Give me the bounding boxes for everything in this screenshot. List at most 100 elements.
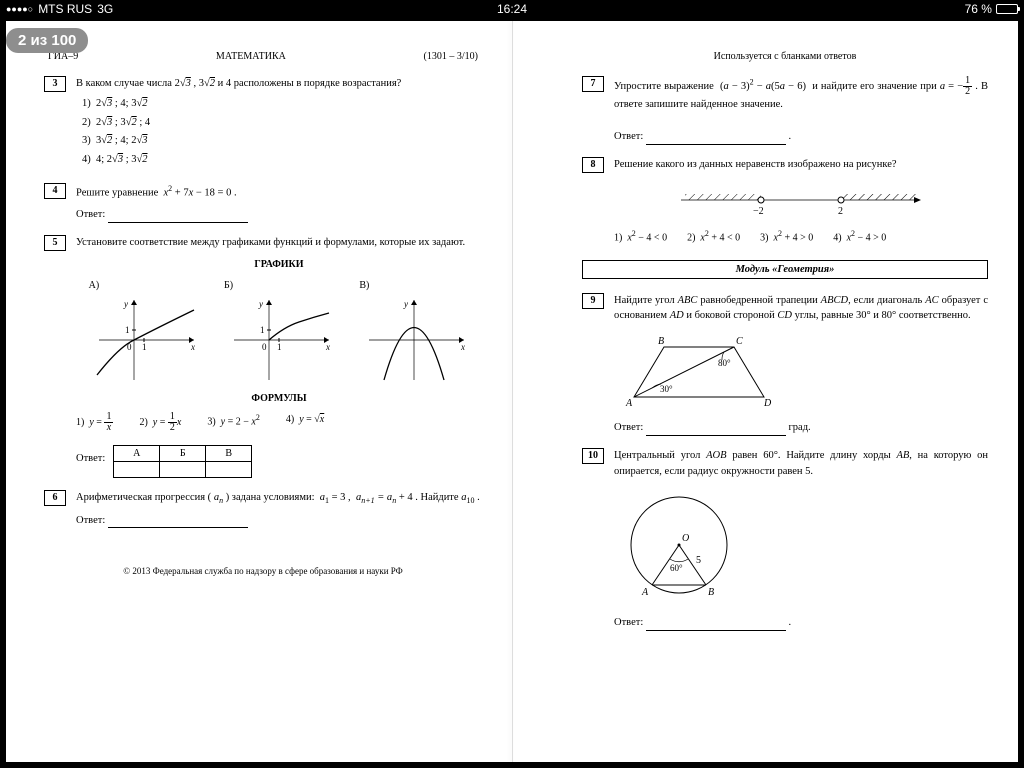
status-left: ●●●●○ MTS RUS 3G <box>6 2 343 16</box>
svg-text:1: 1 <box>260 325 265 335</box>
task-10: 10 Центральный угол AOB равен 60°. Найди… <box>582 448 988 631</box>
left-page: ГИА–9 МАТЕМАТИКА (1301 – 3/10) 3 В каком… <box>6 21 512 762</box>
task-text: Найдите угол ABC равнобедренной трапеции… <box>614 293 988 325</box>
answer-label: Ответ: <box>614 422 643 433</box>
q3-opt1: 1) 2√3 ; 4; 3√2 <box>82 96 482 112</box>
svg-text:0: 0 <box>262 342 267 352</box>
f3: 3) y = 2 − x2 <box>207 412 260 433</box>
answer-label: Ответ: <box>614 131 643 142</box>
f2: 2) y = 12x <box>139 412 181 433</box>
q8-opt2: 2) x2 + 4 < 0 <box>687 228 740 245</box>
svg-text:2: 2 <box>838 206 843 217</box>
page-header: Используется с бланками ответов <box>582 51 988 62</box>
task-number: 7 <box>582 76 604 92</box>
svg-text:30°: 30° <box>660 384 673 394</box>
task-number: 3 <box>44 76 66 92</box>
svg-text:y: y <box>258 299 263 309</box>
svg-text:1: 1 <box>125 325 130 335</box>
hdr-note: Используется с бланками ответов <box>714 51 857 62</box>
page-separator <box>512 21 513 762</box>
task-4: 4 Решите уравнение x2 + 7x − 18 = 0 . От… <box>44 183 482 223</box>
task-number: 5 <box>44 235 66 251</box>
task-number: 8 <box>582 157 604 173</box>
task-text: Решите уравнение x2 + 7x − 18 = 0 . <box>76 183 482 201</box>
answer-line <box>108 527 248 528</box>
module-geometry: Модуль «Геометрия» <box>582 260 988 279</box>
graph-a: xy 011 <box>89 295 199 385</box>
answer-line <box>646 630 786 631</box>
svg-text:D: D <box>763 398 772 409</box>
svg-text:5: 5 <box>696 555 701 566</box>
answer-label: Ответ: <box>76 209 105 220</box>
graph-label-c: В) <box>359 278 469 293</box>
answer-label: Ответ: <box>614 617 643 628</box>
hdr-subject: МАТЕМАТИКА <box>216 51 286 62</box>
q3-opt2: 2) 2√3 ; 3√2 ; 4 <box>82 115 482 131</box>
answer-label: Ответ: <box>76 451 105 467</box>
q8-opts: 1) x2 − 4 < 0 2) x2 + 4 < 0 3) x2 + 4 > … <box>614 228 988 245</box>
task-text: Решение какого из данных неравенств изоб… <box>614 157 988 173</box>
svg-text:A: A <box>625 398 633 409</box>
q3-opt3: 3) 3√2 ; 4; 2√3 <box>82 133 482 149</box>
answer-line <box>646 144 786 145</box>
svg-text:−2: −2 <box>753 206 764 217</box>
right-page: Используется с бланками ответов 7 Упрост… <box>512 21 1018 762</box>
svg-text:y: y <box>403 299 408 309</box>
copyright: © 2013 Федеральная служба по надзору в с… <box>44 566 482 576</box>
f4: 4) y = √x <box>286 412 324 433</box>
page-header: ГИА–9 МАТЕМАТИКА (1301 – 3/10) <box>44 51 482 62</box>
clock: 16:24 <box>343 2 680 16</box>
f1: 1) y = 1x <box>76 412 113 433</box>
answer-line <box>646 435 786 436</box>
svg-text:80°: 80° <box>718 358 731 368</box>
task-8: 8 Решение какого из данных неравенств из… <box>582 157 988 246</box>
trapezoid-figure: A B C D 30° 80° <box>614 332 784 412</box>
task-number: 9 <box>582 293 604 309</box>
number-line: −2 2 <box>681 182 921 218</box>
graphs-title: ГРАФИКИ <box>76 257 482 272</box>
signal-dots-icon: ●●●●○ <box>6 4 33 14</box>
status-right: 76 % <box>681 2 1018 16</box>
task-text: В каком случае числа 2√3 , 3√2 и 4 распо… <box>76 76 482 92</box>
graphs-row: А) xy 011 Б) <box>76 278 482 385</box>
task-text: Установите соответствие между графиками … <box>76 235 482 251</box>
task-number: 10 <box>582 448 604 464</box>
graph-b: xy 011 <box>224 295 334 385</box>
carrier-label: MTS RUS <box>38 2 92 16</box>
q8-opt4: 4) x2 − 4 > 0 <box>833 228 886 245</box>
answer-line <box>108 222 248 223</box>
task-9: 9 Найдите угол ABC равнобедренной трапец… <box>582 293 988 436</box>
svg-text:60°: 60° <box>670 563 683 573</box>
task-7: 7 Упростите выражение (a − 3)2 − a(5a − … <box>582 76 988 145</box>
battery-icon <box>996 4 1018 14</box>
graph-label-a: А) <box>89 278 199 293</box>
match-table: АБВ <box>113 445 252 478</box>
svg-text:x: x <box>325 342 330 352</box>
task-number: 4 <box>44 183 66 199</box>
circle-figure: O A B 60° 5 <box>614 487 744 607</box>
svg-text:B: B <box>658 336 664 347</box>
page-counter-badge: 2 из 100 <box>6 28 88 53</box>
graph-label-b: Б) <box>224 278 334 293</box>
svg-text:y: y <box>123 299 128 309</box>
task-number: 6 <box>44 490 66 506</box>
svg-text:x: x <box>190 342 195 352</box>
hdr-code: (1301 – 3/10) <box>424 51 478 62</box>
answer-label: Ответ: <box>76 515 105 526</box>
formulas-row: 1) y = 1x 2) y = 12x 3) y = 2 − x2 4) y … <box>76 412 482 433</box>
svg-text:1: 1 <box>142 342 147 352</box>
task-text: Арифметическая прогрессия ( an ) задана … <box>76 490 482 507</box>
q8-opt1: 1) x2 − 4 < 0 <box>614 228 667 245</box>
svg-text:x: x <box>460 342 465 352</box>
svg-text:O: O <box>682 533 689 544</box>
q3-opt4: 4) 4; 2√3 ; 3√2 <box>82 152 482 168</box>
graph-c: xy <box>359 295 469 385</box>
ios-status-bar: ●●●●○ MTS RUS 3G 16:24 76 % <box>0 0 1024 18</box>
task-text: Упростите выражение (a − 3)2 − a(5a − 6)… <box>614 76 988 113</box>
svg-text:C: C <box>736 336 743 347</box>
network-label: 3G <box>97 2 113 16</box>
task-3: 3 В каком случае числа 2√3 , 3√2 и 4 рас… <box>44 76 482 171</box>
task-6: 6 Арифметическая прогрессия ( an ) задан… <box>44 490 482 529</box>
q8-opt3: 3) x2 + 4 > 0 <box>760 228 813 245</box>
answer-unit: град. <box>788 422 810 433</box>
